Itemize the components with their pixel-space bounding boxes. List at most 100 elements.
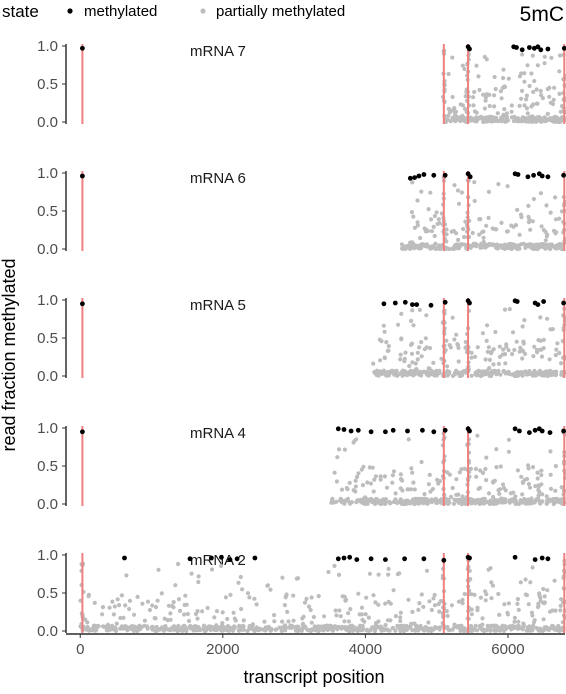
partial-point <box>539 473 543 477</box>
partial-point <box>475 434 479 438</box>
partial-point <box>522 103 526 107</box>
partial-point <box>478 502 482 506</box>
partial-point <box>386 628 390 632</box>
partial-point <box>520 348 524 352</box>
partial-point <box>437 610 441 614</box>
partial-point <box>539 89 543 93</box>
partial-point <box>488 566 492 570</box>
partial-point <box>386 573 390 577</box>
partial-point <box>427 366 431 370</box>
partial-point <box>491 118 495 122</box>
partial-point <box>379 339 383 343</box>
partial-point <box>532 345 536 349</box>
partial-point <box>403 245 407 249</box>
partial-point <box>433 593 437 597</box>
partial-point <box>504 245 508 249</box>
partial-point <box>394 370 398 374</box>
methylated-point <box>467 301 472 306</box>
methylated-point <box>443 173 448 178</box>
partial-point <box>497 362 501 366</box>
partial-point <box>523 352 527 356</box>
partial-point <box>430 229 434 233</box>
y-tick-label: 0.5 <box>37 203 58 220</box>
methylated-point <box>342 556 347 561</box>
partial-point <box>487 345 491 349</box>
partial-point <box>538 315 542 319</box>
partial-point <box>116 597 120 601</box>
methylated-point <box>540 174 545 179</box>
methylated-point <box>369 429 374 434</box>
partial-point <box>547 95 551 99</box>
partial-point <box>160 591 164 595</box>
partial-point <box>411 215 415 219</box>
partial-point <box>419 340 423 344</box>
partial-point <box>515 340 519 344</box>
partial-point <box>474 64 478 68</box>
partial-point <box>506 229 510 233</box>
partial-point <box>479 242 483 246</box>
partial-point <box>558 53 562 57</box>
partial-point <box>540 499 544 503</box>
partial-point <box>304 597 308 601</box>
partial-point <box>236 581 240 585</box>
partial-point <box>472 180 476 184</box>
partial-point <box>485 339 489 343</box>
partial-point <box>520 52 524 56</box>
partial-point <box>419 243 423 247</box>
partial-point <box>419 190 423 194</box>
partial-point <box>480 373 484 377</box>
partial-point <box>347 619 351 623</box>
methylated-point <box>80 46 85 51</box>
partial-point <box>381 499 385 503</box>
partial-point <box>424 497 428 501</box>
partial-point <box>399 611 403 615</box>
partial-point <box>477 369 481 373</box>
partial-point <box>240 587 244 591</box>
partial-point <box>452 183 456 187</box>
partial-point <box>108 625 112 629</box>
partial-point <box>539 93 543 97</box>
partial-point <box>312 615 316 619</box>
partial-point <box>522 242 526 246</box>
partial-point <box>353 625 357 629</box>
methylated-point <box>347 555 352 560</box>
partial-point <box>455 115 459 119</box>
legend-marker-methylated <box>67 8 72 13</box>
partial-point <box>512 620 516 624</box>
partial-point <box>126 627 130 631</box>
partial-point <box>307 605 311 609</box>
partial-point <box>394 491 398 495</box>
partial-point <box>168 611 172 615</box>
partial-point <box>200 609 204 613</box>
partial-point <box>318 628 322 632</box>
partial-point <box>176 562 180 566</box>
legend-title: state <box>2 2 39 21</box>
partial-point <box>433 603 437 607</box>
partial-point <box>445 470 449 474</box>
partial-point <box>487 216 491 220</box>
partial-point <box>434 626 438 630</box>
partial-point <box>332 564 336 568</box>
partial-point <box>457 246 461 250</box>
partial-point <box>520 356 524 360</box>
partial-point <box>310 621 314 625</box>
partial-point <box>339 497 343 501</box>
partial-point <box>239 607 243 611</box>
partial-point <box>527 220 531 224</box>
y-tick-label: 0.0 <box>37 368 58 385</box>
partial-point <box>526 498 530 502</box>
partial-point <box>354 484 358 488</box>
partial-point <box>484 598 488 602</box>
partial-point <box>372 478 376 482</box>
partial-point <box>533 373 537 377</box>
partial-point <box>539 469 543 473</box>
partial-point <box>398 619 402 623</box>
partial-point <box>483 106 487 110</box>
y-tick-label: 0.5 <box>37 76 58 93</box>
partial-point <box>528 486 532 490</box>
partial-point <box>520 492 524 496</box>
partial-point <box>481 501 485 505</box>
partial-point <box>403 369 407 373</box>
partial-point <box>290 626 294 630</box>
partial-point <box>521 481 525 485</box>
